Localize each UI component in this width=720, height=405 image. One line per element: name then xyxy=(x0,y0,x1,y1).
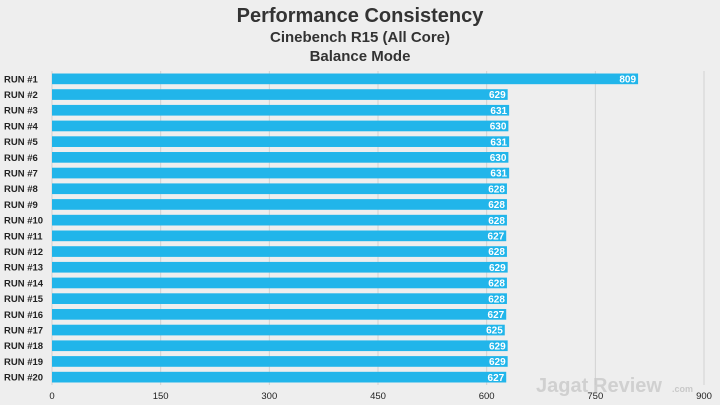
bar xyxy=(52,73,639,85)
x-tick-label: 600 xyxy=(479,391,495,402)
category-label: RUN #3 xyxy=(4,106,38,117)
category-label: RUN #16 xyxy=(4,310,43,321)
category-label: RUN #15 xyxy=(4,294,44,305)
category-label: RUN #5 xyxy=(4,137,39,148)
bar-value-label: 627 xyxy=(488,373,505,384)
chart-subtitle-line-1: Cinebench R15 (All Core) xyxy=(270,29,450,46)
x-tick-label: 750 xyxy=(587,391,603,402)
category-label: RUN #10 xyxy=(4,216,43,227)
bar-value-label: 629 xyxy=(489,341,506,352)
category-label: RUN #8 xyxy=(4,184,38,195)
bar xyxy=(52,230,507,242)
bar-value-label: 809 xyxy=(619,74,636,85)
category-label: RUN #18 xyxy=(4,341,43,352)
bar xyxy=(52,152,509,163)
watermark-brand-b: Review xyxy=(593,375,662,397)
category-label: RUN #9 xyxy=(4,200,38,211)
bar-value-label: 628 xyxy=(488,247,505,258)
category-label: RUN #13 xyxy=(4,263,43,274)
x-tick-label: 0 xyxy=(49,391,54,402)
bar-value-label: 627 xyxy=(488,231,505,242)
category-label: RUN #7 xyxy=(4,168,38,179)
bar xyxy=(52,89,508,100)
bar-value-label: 631 xyxy=(490,106,507,117)
bar-value-label: 630 xyxy=(490,153,507,164)
bar xyxy=(52,183,507,195)
x-axis-ticks: 0 150 300 450 600 750 900 xyxy=(49,391,712,402)
bar xyxy=(52,371,507,383)
category-label: RUN #20 xyxy=(4,373,43,384)
category-label: RUN #11 xyxy=(4,231,43,242)
category-label: RUN #14 xyxy=(4,278,44,289)
bar xyxy=(52,340,508,352)
bar xyxy=(52,167,510,179)
category-label: RUN #4 xyxy=(4,121,39,132)
bar xyxy=(52,214,507,226)
bar-value-label: 631 xyxy=(490,137,507,148)
bar xyxy=(52,309,507,320)
x-tick-label: 900 xyxy=(696,391,712,402)
chart-title: Performance Consistency xyxy=(237,5,485,27)
chart-subtitle-line-2: Balance Mode xyxy=(310,48,411,65)
bar-value-label: 628 xyxy=(488,294,505,305)
bar xyxy=(52,356,508,367)
bar-value-label: 627 xyxy=(488,310,505,321)
gridlines xyxy=(51,71,705,385)
bar xyxy=(52,277,507,289)
bar-value-label: 629 xyxy=(489,263,506,274)
category-label: RUN #6 xyxy=(4,153,38,164)
category-label: RUN #1 xyxy=(4,74,39,85)
watermark-suffix: .com xyxy=(672,384,693,394)
category-label: RUN #12 xyxy=(4,247,43,258)
bar xyxy=(52,246,507,257)
bar xyxy=(52,120,509,132)
watermark-logo: Jagat Review .com xyxy=(536,375,693,397)
x-tick-label: 450 xyxy=(370,391,386,402)
bar-value-label: 629 xyxy=(489,90,506,101)
bar-value-label: 630 xyxy=(490,122,507,133)
bars: 809 629 631 630 631 630 631 628 628 628 627 628 629 6… xyxy=(52,73,639,384)
bar xyxy=(52,136,510,147)
bar-value-label: 628 xyxy=(488,200,505,211)
bar xyxy=(52,199,507,210)
bar-value-label: 629 xyxy=(489,357,506,368)
watermark-brand-a: Jagat xyxy=(536,375,589,397)
category-labels: RUN #1 RUN #2 RUN #3 RUN #4 RUN #5 RUN #6 RUN … xyxy=(4,74,44,383)
bar-value-label: 628 xyxy=(488,279,505,290)
bar xyxy=(52,324,505,336)
x-tick-label: 300 xyxy=(261,391,277,402)
category-label: RUN #19 xyxy=(4,357,43,368)
bar-value-label: 628 xyxy=(488,216,505,227)
bar xyxy=(52,261,508,273)
x-tick-label: 150 xyxy=(153,391,169,402)
bar-value-label: 625 xyxy=(486,326,503,337)
bar-value-label: 628 xyxy=(488,184,505,195)
category-label: RUN #17 xyxy=(4,325,43,336)
category-label: RUN #2 xyxy=(4,90,38,101)
bar xyxy=(52,293,507,304)
bar-value-label: 631 xyxy=(490,169,507,180)
bar xyxy=(52,104,510,116)
